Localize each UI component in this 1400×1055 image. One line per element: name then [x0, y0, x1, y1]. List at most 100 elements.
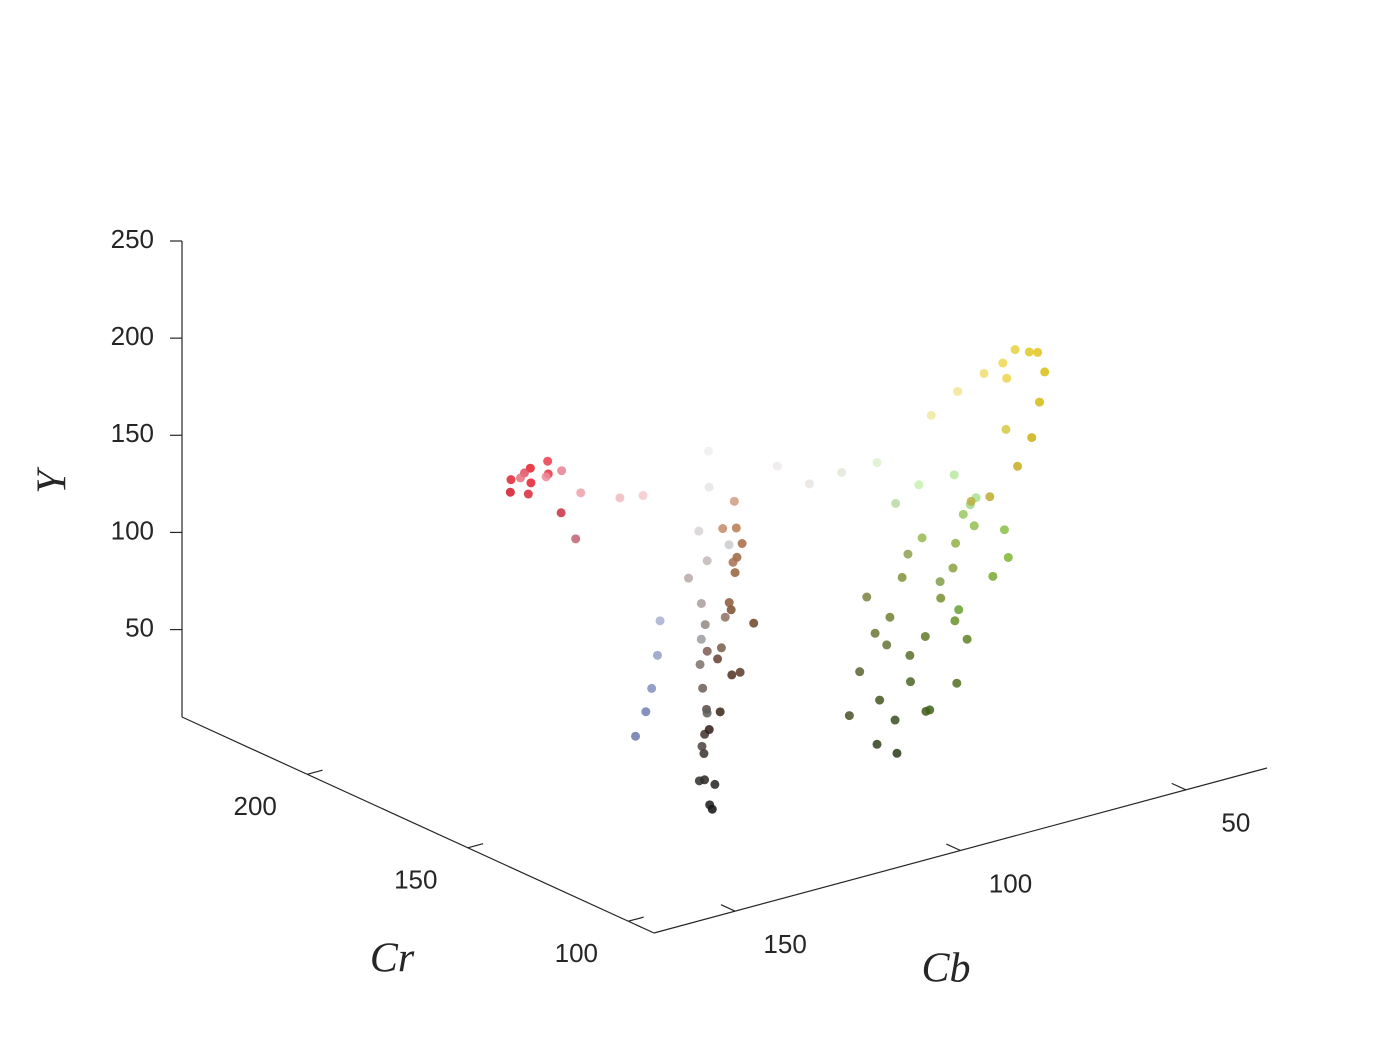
point	[897, 572, 907, 582]
point	[772, 461, 782, 471]
point	[724, 540, 734, 550]
point	[985, 492, 995, 502]
point	[715, 707, 725, 717]
point	[926, 410, 936, 420]
point	[1010, 345, 1020, 355]
point	[576, 488, 586, 498]
x-tick-label: 50	[1221, 808, 1250, 838]
point	[727, 670, 737, 680]
point	[704, 725, 714, 735]
y-tick-mark	[628, 916, 644, 922]
point	[641, 707, 651, 717]
point	[999, 525, 1009, 535]
point	[702, 708, 712, 718]
y-tick-mark	[307, 769, 323, 775]
point	[872, 458, 882, 468]
point	[631, 731, 641, 741]
point	[966, 496, 976, 506]
point	[872, 739, 882, 749]
point	[710, 779, 720, 789]
y-tick-label: 150	[394, 865, 437, 895]
point	[718, 524, 728, 534]
y-tick-mark	[467, 843, 484, 849]
z-tick-label: 200	[111, 321, 154, 351]
point	[731, 523, 741, 533]
point	[1002, 373, 1012, 383]
point	[557, 466, 567, 476]
point	[655, 616, 665, 626]
point	[695, 659, 705, 669]
point	[702, 556, 712, 566]
point	[862, 592, 872, 602]
point	[903, 549, 913, 559]
point	[905, 650, 915, 660]
point	[969, 521, 979, 531]
point	[541, 472, 551, 482]
point	[735, 667, 745, 677]
point	[875, 695, 885, 705]
point	[694, 776, 704, 786]
point	[615, 493, 625, 503]
y-tick-label: 100	[555, 938, 598, 968]
point	[1035, 397, 1045, 407]
point	[698, 683, 708, 693]
point	[699, 749, 709, 759]
point	[914, 480, 924, 490]
point	[891, 498, 901, 508]
point	[925, 705, 935, 715]
point	[998, 358, 1008, 368]
point	[523, 489, 533, 499]
point	[505, 487, 515, 497]
point	[694, 526, 704, 536]
z-axis-label: Y	[30, 466, 76, 494]
point	[953, 386, 963, 396]
x-tick-mark	[946, 843, 961, 852]
z-tick-label: 250	[111, 224, 154, 254]
point	[730, 568, 740, 578]
point	[703, 446, 713, 456]
point	[917, 533, 927, 543]
point	[962, 634, 972, 644]
point	[696, 634, 706, 644]
point	[890, 715, 900, 725]
point	[954, 605, 964, 615]
z-tick-label: 50	[125, 612, 154, 642]
point	[1003, 552, 1013, 562]
point	[700, 620, 710, 630]
point	[724, 598, 734, 608]
point	[696, 598, 706, 608]
point	[948, 563, 958, 573]
point	[652, 650, 662, 660]
point	[1027, 433, 1037, 443]
point	[882, 640, 892, 650]
point	[737, 539, 747, 549]
point	[526, 478, 536, 488]
x-tick-mark	[720, 904, 736, 912]
point	[844, 711, 854, 721]
point	[1024, 347, 1034, 357]
point	[951, 538, 961, 548]
y-axis-label: Cr	[370, 936, 415, 982]
point	[958, 509, 968, 519]
point	[1013, 461, 1023, 471]
x-axis-label: Cb	[921, 946, 970, 992]
point	[726, 605, 736, 615]
z-tick-label: 100	[111, 515, 154, 545]
x-tick-label: 150	[763, 929, 806, 959]
point	[729, 496, 739, 506]
point	[1001, 424, 1011, 434]
y-tick-label: 200	[234, 791, 277, 821]
point	[647, 683, 657, 693]
point	[1040, 367, 1050, 377]
point	[885, 612, 895, 622]
point	[506, 475, 516, 485]
point	[804, 479, 814, 489]
point	[720, 612, 730, 622]
point	[571, 534, 581, 544]
point	[988, 571, 998, 581]
point	[870, 628, 880, 638]
point	[543, 456, 553, 466]
point	[713, 654, 723, 664]
point	[1033, 347, 1043, 357]
